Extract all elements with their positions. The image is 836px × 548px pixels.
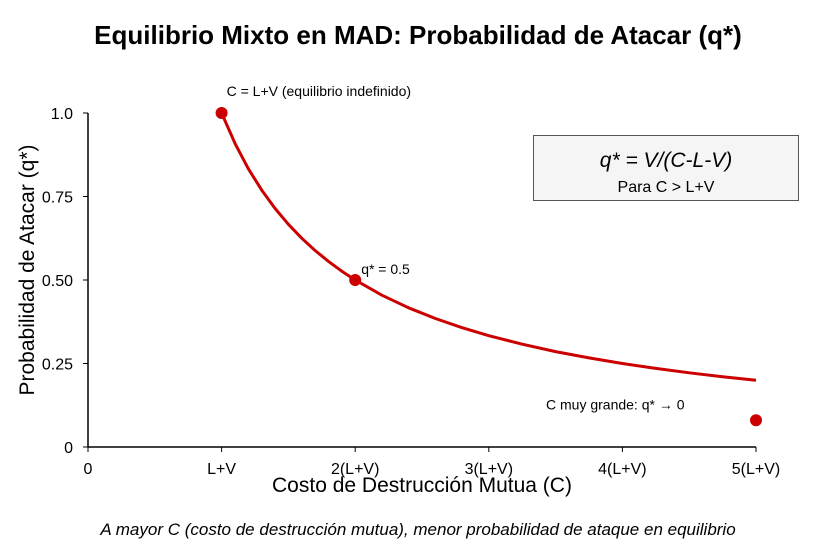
point-annotation: C muy grande: q* → 0 [546,396,685,412]
axes: 0 L+V 2(L+V) 3(L+V) 4(L+V) 5(L+V) 0 0.25 0.50 0.7… [16,106,780,497]
x-tick-label: 0 [84,461,93,478]
y-tick-label: 0.50 [42,273,73,290]
chart-caption: A mayor C (costo de destrucción mutua), … [100,520,736,539]
highlight-point [349,274,362,286]
x-tick-label: 5(L+V) [732,461,780,478]
x-tick-label: 3(L+V) [465,461,513,478]
y-tick-label: 0.25 [42,357,73,374]
point-annotation: q* = 0.5 [361,261,410,277]
equation-box: q* = V/(C-L-V) Para C > L+V [533,135,799,201]
x-tick-label: 2(L+V) [331,461,379,478]
points-layer: C = L+V (equilibrio indefinido) q* = 0.5 C… [215,83,762,427]
y-tick-label: 0.75 [42,190,73,207]
chart-title: Equilibrio Mixto en MAD: Probabilidad de… [94,20,742,50]
y-tick-label: 1.0 [51,106,73,123]
y-axis-label: Probabilidad de Atacar (q*) [16,145,39,396]
highlight-point [215,107,228,119]
highlight-point [750,414,762,427]
q-star-curve [220,112,757,382]
point-annotation: C = L+V (equilibrio indefinido) [227,83,411,99]
curve-layer [220,112,757,382]
equation-formula: q* = V/(C-L-V) [599,149,733,172]
x-axis-label: Costo de Destrucción Mutua (C) [272,474,572,497]
equation-condition: Para C > L+V [617,179,715,196]
y-tick-label: 0 [64,440,73,457]
x-tick-label: 4(L+V) [598,461,646,478]
x-tick-label: L+V [207,461,236,478]
